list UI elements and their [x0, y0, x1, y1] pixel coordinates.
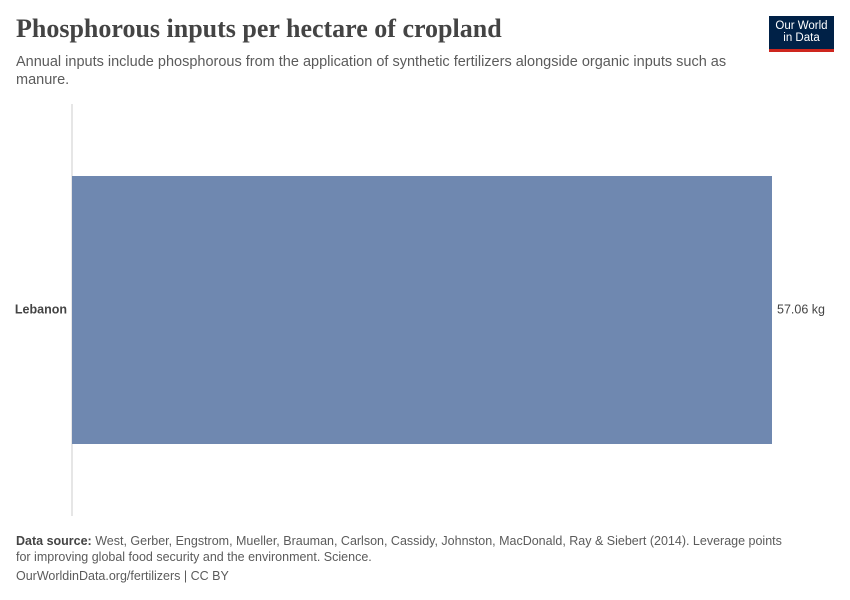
bar — [72, 176, 772, 444]
logo-line: in Data — [783, 32, 820, 44]
y-tick-label: Lebanon — [15, 302, 67, 316]
source-label: Data source: — [16, 534, 92, 548]
source-text: West, Gerber, Engstrom, Mueller, Brauman… — [16, 534, 782, 564]
chart-subtitle: Annual inputs include phosphorous from t… — [16, 54, 727, 88]
source: Data source: West, Gerber, Engstrom, Mue… — [16, 533, 796, 565]
logo-line: Our World — [775, 20, 828, 32]
value-label: 57.06 kg — [777, 302, 825, 316]
chart-title: Phosphorous inputs per hectare of cropla… — [16, 14, 502, 43]
footer: OurWorldinData.org/fertilizers | CC BY — [16, 569, 229, 583]
logo[interactable]: Our World in Data — [769, 16, 834, 52]
